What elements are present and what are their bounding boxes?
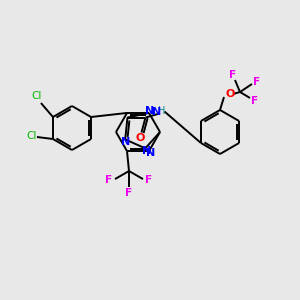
Text: N: N	[152, 106, 161, 116]
Text: F: F	[125, 188, 133, 198]
Text: F: F	[230, 70, 237, 80]
Text: O: O	[136, 133, 145, 142]
Text: F: F	[146, 175, 153, 185]
Text: Cl: Cl	[27, 131, 37, 141]
Text: N: N	[121, 137, 130, 147]
Text: F: F	[105, 175, 112, 185]
Text: Cl: Cl	[32, 91, 42, 101]
Text: N: N	[146, 148, 156, 158]
Text: F: F	[254, 77, 261, 87]
Text: N: N	[146, 106, 154, 116]
Text: F: F	[251, 96, 259, 106]
Text: H: H	[158, 106, 165, 116]
Text: O: O	[225, 89, 235, 99]
Text: N: N	[142, 146, 151, 156]
